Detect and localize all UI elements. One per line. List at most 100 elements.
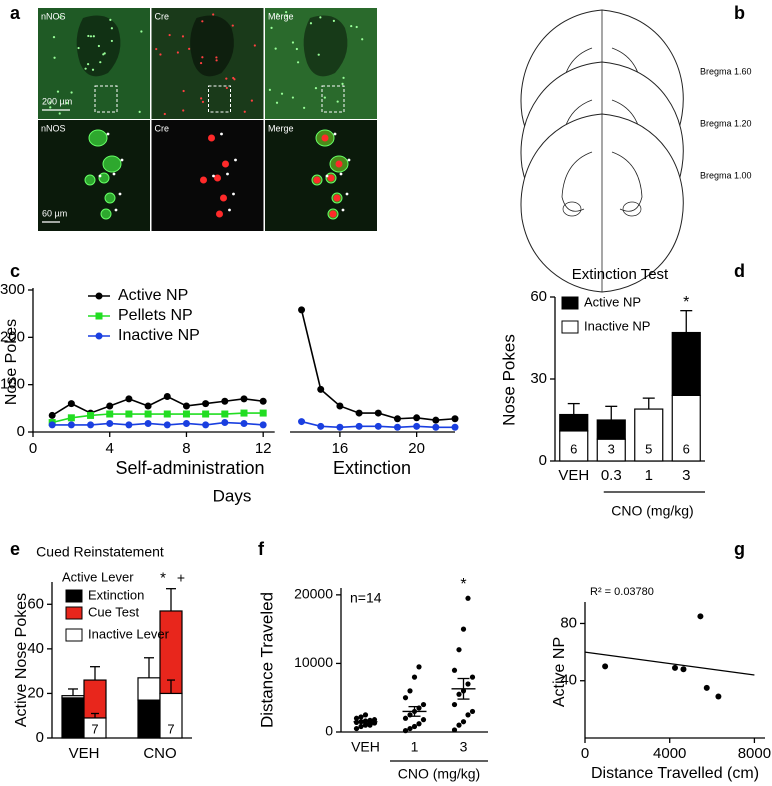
cell-dot xyxy=(182,109,185,112)
ventricle xyxy=(611,151,643,212)
point xyxy=(67,400,75,408)
scale-label: 200 µm xyxy=(42,96,72,106)
cell-dot xyxy=(280,92,284,95)
point xyxy=(336,423,344,431)
bar-segment xyxy=(61,697,85,739)
cell-dot xyxy=(168,33,171,37)
point xyxy=(420,701,427,708)
point xyxy=(317,422,325,430)
point xyxy=(221,397,229,405)
asterisk-dot xyxy=(325,174,329,178)
n-label: 7 xyxy=(91,722,98,737)
cell-dot xyxy=(86,63,90,66)
point xyxy=(221,419,229,427)
point xyxy=(451,415,459,423)
x-tick-label: 0.3 xyxy=(601,467,622,484)
asterisk-dot xyxy=(347,158,351,162)
y-tick-label: 0 xyxy=(36,729,44,746)
legend-label: Cue Test xyxy=(88,604,139,619)
point xyxy=(413,414,421,422)
legend-label: Active NP xyxy=(584,294,641,309)
legend-marker xyxy=(95,312,103,320)
legend-swatch xyxy=(561,296,579,310)
point xyxy=(125,395,133,403)
point xyxy=(367,722,373,728)
cell-dot xyxy=(361,38,364,41)
asterisk-dot xyxy=(226,172,229,176)
cell-dot xyxy=(89,35,93,38)
point xyxy=(163,410,171,418)
y-axis-label: Active Nose Pokes xyxy=(13,593,30,727)
column-label: Cre xyxy=(155,123,170,133)
point xyxy=(144,410,152,418)
cell-dot xyxy=(232,76,235,80)
cell-dot xyxy=(336,100,339,103)
n-label: 5 xyxy=(645,442,652,457)
chart-title: Cued Reinstatement xyxy=(36,544,164,560)
nucleus xyxy=(329,210,337,218)
cell-dot xyxy=(215,59,218,62)
asterisk-dot xyxy=(106,132,110,136)
point xyxy=(336,402,344,410)
annotation: n=14 xyxy=(350,590,382,606)
nucleus xyxy=(216,210,223,218)
point xyxy=(221,410,229,418)
point xyxy=(402,695,409,701)
panel-letter: c xyxy=(10,261,20,281)
point xyxy=(672,664,678,671)
chart-title: Extinction Test xyxy=(572,266,669,283)
y-tick-label: 0 xyxy=(325,723,333,739)
point xyxy=(259,409,267,417)
asterisk-dot xyxy=(212,174,215,178)
x-tick-label: 12 xyxy=(255,440,272,457)
legend-marker xyxy=(95,332,103,340)
x-tick-label: 4 xyxy=(106,440,114,457)
panel-letter: e xyxy=(10,539,20,559)
nucleus xyxy=(321,134,329,142)
cell-dot xyxy=(181,35,185,38)
nucleus-accumbens xyxy=(622,201,642,217)
cell-dot xyxy=(270,26,273,30)
cell-dot xyxy=(163,112,166,116)
y-tick-label: 60 xyxy=(530,288,547,305)
series-line xyxy=(51,412,264,424)
micrograph xyxy=(265,8,377,119)
y-axis-label: Active NP xyxy=(551,637,568,707)
point xyxy=(451,667,458,673)
panel-letter: d xyxy=(734,261,745,281)
point xyxy=(125,421,133,429)
point xyxy=(182,402,190,410)
cell-dot xyxy=(309,22,313,25)
point xyxy=(374,422,382,430)
cell-dot xyxy=(285,10,288,14)
cell-dot xyxy=(319,16,322,19)
point xyxy=(402,728,409,734)
nucleus xyxy=(335,160,343,168)
y-tick-label: 30 xyxy=(530,370,547,387)
legend-label: Inactive Lever xyxy=(88,626,170,641)
roi-box xyxy=(321,85,345,113)
point xyxy=(371,717,378,723)
point xyxy=(362,712,369,718)
bar-segment xyxy=(61,695,85,699)
point xyxy=(416,721,422,727)
point xyxy=(202,400,210,408)
x-tick-label: 8000 xyxy=(738,745,771,762)
nucleus xyxy=(313,176,321,184)
cell-dot xyxy=(225,77,228,80)
scale-label: 60 µm xyxy=(42,208,67,218)
cell-dot xyxy=(109,18,112,21)
ventricle xyxy=(561,151,593,212)
cell-dot xyxy=(350,24,353,28)
group-label: CNO (mg/kg) xyxy=(611,503,693,519)
cell-dot xyxy=(91,68,95,71)
cell-dot xyxy=(275,101,279,104)
x-tick-label: 3 xyxy=(460,739,468,755)
cell-dot xyxy=(212,13,215,16)
cell-dot xyxy=(110,27,113,30)
x-tick-label: 16 xyxy=(332,440,349,457)
asterisk-dot xyxy=(341,208,345,212)
bar-segment xyxy=(671,394,701,462)
asterisk-dot xyxy=(228,208,231,212)
point xyxy=(680,666,687,673)
